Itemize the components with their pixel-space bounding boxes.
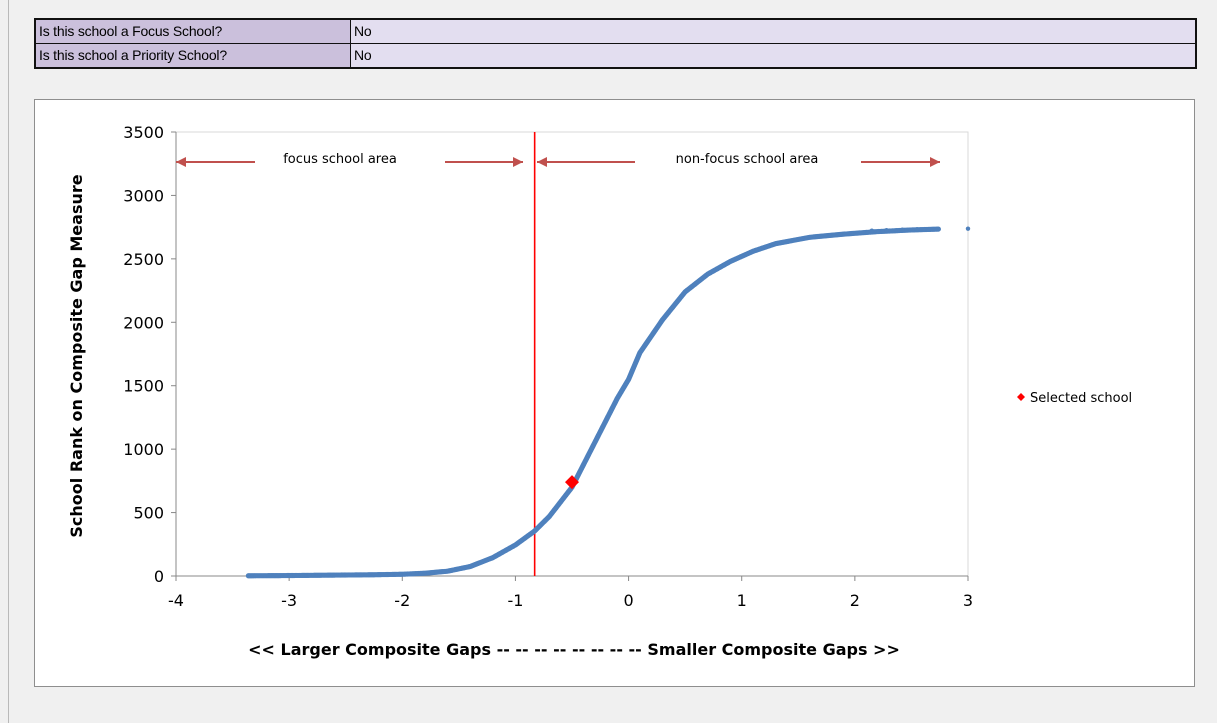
focus-right-arrow-head xyxy=(513,157,523,167)
x-axis-title: << Larger Composite Gaps -- -- -- -- -- … xyxy=(248,640,900,659)
school-point xyxy=(914,227,920,232)
plot-area xyxy=(175,131,969,577)
focus-school-answer[interactable]: No xyxy=(351,20,1195,43)
school-point xyxy=(300,573,305,578)
school-point xyxy=(394,572,399,577)
y-tick-label: 1500 xyxy=(123,377,164,396)
school-point xyxy=(935,226,941,232)
school-point xyxy=(929,226,934,232)
school-point xyxy=(869,228,875,233)
school-point xyxy=(383,572,388,577)
school-point xyxy=(352,572,357,578)
window-edge-line xyxy=(8,0,9,723)
school-point xyxy=(374,572,379,578)
x-tick-label: 0 xyxy=(623,591,633,610)
legend-selected-school-label: Selected school xyxy=(1030,391,1132,406)
x-tick-label: 2 xyxy=(850,591,860,610)
school-point xyxy=(246,573,251,579)
legend-selected-school-marker xyxy=(1017,393,1025,401)
focus-area-label: focus school area xyxy=(283,152,397,167)
y-tick-label: 0 xyxy=(154,567,164,586)
school-point xyxy=(411,571,416,577)
school-point xyxy=(337,573,343,578)
school-point xyxy=(402,572,407,577)
focus-left-arrow-head xyxy=(176,157,186,167)
x-tick-label: -4 xyxy=(168,591,184,610)
x-tick-label: -2 xyxy=(394,591,410,610)
y-tick-label: 3000 xyxy=(123,186,164,205)
y-axis-title: School Rank on Composite Gap Measure xyxy=(67,174,86,537)
x-tick-label: -1 xyxy=(507,591,523,610)
school-status-table: Is this school a Focus School? No Is thi… xyxy=(34,18,1197,69)
focus-school-question: Is this school a Focus School? xyxy=(36,20,351,43)
composite-gap-chart: 0 500 1000 1500 2000 2500 3000 3500 -4 -3 -2 -1 0 1 2 3… xyxy=(67,123,1132,659)
x-tick-label: 3 xyxy=(963,591,973,610)
school-point xyxy=(900,227,905,232)
non-focus-left-arrow-head xyxy=(537,157,547,167)
y-tick-label: 1000 xyxy=(123,440,164,459)
school-point xyxy=(965,226,971,231)
x-tick-label: 1 xyxy=(737,591,747,610)
y-tick-label: 2000 xyxy=(123,313,164,332)
school-point xyxy=(288,573,293,578)
x-tick-label: -3 xyxy=(281,591,297,610)
y-tick-label: 2500 xyxy=(123,250,164,269)
y-tick-label: 500 xyxy=(133,504,164,523)
school-point xyxy=(266,573,271,578)
selected-school-marker xyxy=(565,475,579,490)
school-point xyxy=(366,572,371,578)
school-point xyxy=(884,227,889,233)
chart-frame: 0 500 1000 1500 2000 2500 3000 3500 -4 -3 -2 -1 0 1 2 3… xyxy=(34,99,1195,687)
priority-school-question: Is this school a Priority School? xyxy=(36,44,351,67)
school-point xyxy=(307,573,312,578)
non-focus-right-arrow-head xyxy=(930,157,940,167)
priority-school-answer[interactable]: No xyxy=(351,44,1195,67)
school-points-series xyxy=(245,226,971,579)
y-tick-label: 3500 xyxy=(123,123,164,142)
priority-school-row: Is this school a Priority School? No xyxy=(36,43,1195,67)
focus-school-row: Is this school a Focus School? No xyxy=(36,20,1195,43)
non-focus-area-label: non-focus school area xyxy=(676,152,819,167)
